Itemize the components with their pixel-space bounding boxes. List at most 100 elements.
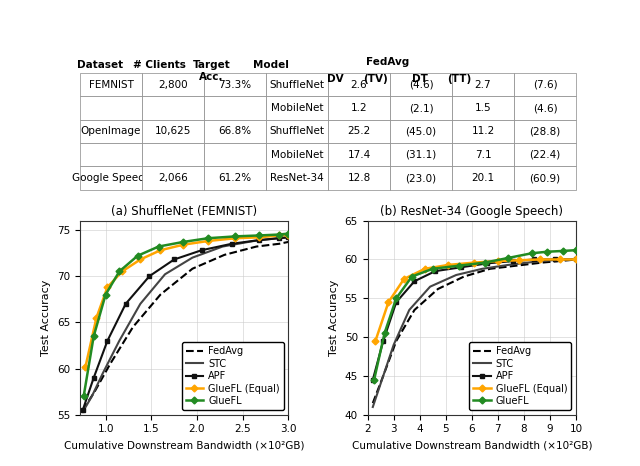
STC: [531, 259, 538, 265]
Line: STC: STC: [373, 260, 576, 407]
GlueFL: [572, 247, 580, 253]
FedAvg: [275, 241, 283, 247]
GlueFL (Equal): [572, 257, 580, 262]
FedAvg: [460, 274, 468, 279]
GlueFL (Equal): [515, 257, 522, 263]
Line: GlueFL: GlueFL: [372, 248, 579, 382]
GlueFL (Equal): [255, 234, 263, 240]
FedAvg: [157, 292, 164, 297]
GlueFL (Equal): [157, 247, 164, 253]
FedAvg: [411, 307, 419, 313]
GlueFL (Equal): [421, 266, 429, 272]
FedAvg: [380, 373, 387, 379]
GlueFL: [275, 232, 283, 237]
Line: GlueFL (Equal): GlueFL (Equal): [83, 232, 291, 369]
STC: [452, 272, 460, 278]
Text: Target
Acc.: Target Acc.: [193, 61, 230, 82]
APF: [90, 375, 97, 381]
GlueFL: [115, 269, 123, 274]
X-axis label: Cumulative Downstream Bandwidth (×10²GB): Cumulative Downstream Bandwidth (×10²GB): [64, 440, 305, 450]
GlueFL: [155, 244, 163, 249]
GlueFL: [255, 233, 263, 238]
FedAvg: [512, 263, 520, 268]
X-axis label: Cumulative Downstream Bandwidth (×10²GB): Cumulative Downstream Bandwidth (×10²GB): [351, 440, 592, 450]
APF: [484, 260, 492, 266]
GlueFL: [285, 231, 292, 236]
GlueFL: [504, 255, 512, 260]
GlueFL: [528, 251, 536, 256]
Title: (a) ShuffleNet (FEMNIST): (a) ShuffleNet (FEMNIST): [111, 205, 257, 218]
GlueFL (Equal): [494, 258, 502, 264]
GlueFL (Equal): [372, 338, 380, 344]
FedAvg: [538, 260, 546, 265]
GlueFL (Equal): [232, 235, 239, 241]
APF: [228, 241, 236, 247]
Text: Dataset: Dataset: [77, 61, 123, 70]
GlueFL (Equal): [470, 260, 478, 265]
APF: [531, 257, 538, 262]
GlueFL: [408, 274, 416, 279]
GlueFL: [80, 393, 88, 399]
FedAvg: [285, 239, 292, 245]
GlueFL: [179, 239, 187, 245]
STC: [273, 235, 281, 241]
APF: [431, 268, 439, 274]
GlueFL: [381, 330, 388, 336]
GlueFL (Equal): [82, 364, 90, 370]
GlueFL (Equal): [136, 257, 144, 262]
GlueFL: [102, 292, 109, 297]
STC: [136, 301, 144, 307]
FedAvg: [572, 257, 580, 262]
Y-axis label: Test Accuracy: Test Accuracy: [42, 280, 51, 356]
FedAvg: [253, 244, 260, 249]
STC: [219, 244, 227, 249]
GlueFL: [429, 266, 436, 272]
APF: [369, 377, 377, 383]
STC: [79, 409, 86, 415]
Line: GlueFL (Equal): GlueFL (Equal): [373, 257, 579, 343]
FedAvg: [221, 252, 228, 258]
STC: [390, 342, 397, 348]
FedAvg: [369, 400, 377, 406]
GlueFL: [392, 295, 400, 301]
Text: (TV): (TV): [363, 74, 387, 84]
Line: FedAvg: FedAvg: [83, 242, 289, 410]
FedAvg: [564, 257, 572, 263]
Y-axis label: Test Accuracy: Test Accuracy: [329, 280, 339, 356]
Text: (TT): (TT): [447, 74, 472, 84]
APF: [198, 247, 205, 253]
FedAvg: [106, 361, 114, 367]
GlueFL: [481, 260, 489, 265]
APF: [146, 274, 154, 279]
APF: [551, 257, 559, 262]
GlueFL (Equal): [536, 257, 543, 262]
GlueFL (Equal): [118, 269, 126, 274]
STC: [88, 393, 96, 399]
Line: GlueFL: GlueFL: [81, 231, 291, 399]
Text: Model: Model: [253, 61, 289, 70]
GlueFL: [559, 248, 567, 254]
STC: [99, 370, 107, 376]
GlueFL (Equal): [385, 299, 392, 305]
Title: (b) ResNet-34 (Google Speech): (b) ResNet-34 (Google Speech): [380, 205, 563, 218]
STC: [572, 257, 580, 262]
APF: [380, 338, 387, 344]
Line: APF: APF: [80, 235, 291, 412]
APF: [275, 235, 283, 241]
Text: FedAvg: FedAvg: [366, 57, 409, 68]
STC: [557, 257, 564, 262]
FedAvg: [79, 407, 86, 413]
APF: [458, 264, 465, 270]
APF: [509, 258, 517, 264]
GlueFL: [204, 235, 212, 241]
FedAvg: [486, 266, 494, 272]
STC: [161, 272, 169, 277]
APF: [170, 257, 178, 262]
FedAvg: [129, 324, 137, 330]
Line: APF: APF: [371, 257, 579, 382]
GlueFL: [371, 377, 378, 383]
Text: # Clients: # Clients: [133, 61, 186, 70]
APF: [104, 338, 111, 343]
Text: DV: DV: [327, 74, 344, 84]
GlueFL (Equal): [104, 284, 111, 290]
